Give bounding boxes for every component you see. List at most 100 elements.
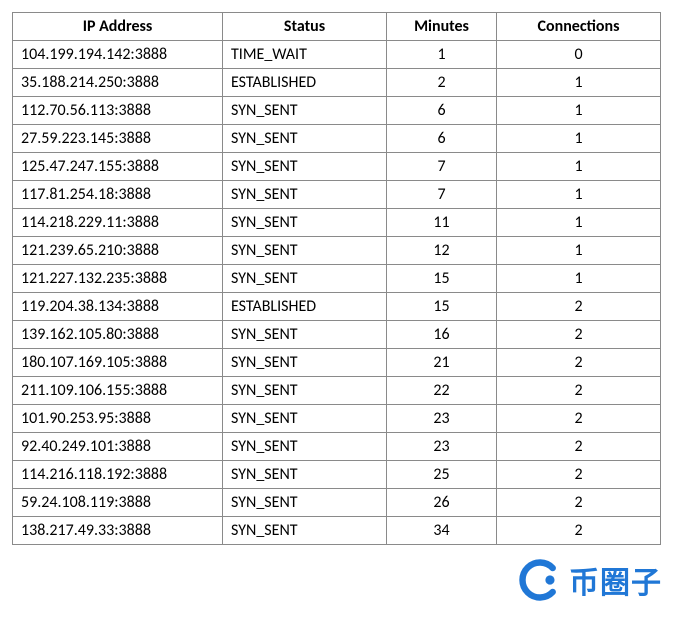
cell-status: SYN_SENT [223, 349, 387, 377]
cell-minutes: 23 [387, 433, 497, 461]
cell-status: SYN_SENT [223, 377, 387, 405]
cell-ip: 101.90.253.95:3888 [13, 405, 223, 433]
col-header-minutes: Minutes [387, 13, 497, 41]
cell-ip: 114.218.229.11:3888 [13, 209, 223, 237]
cell-connections: 2 [497, 405, 661, 433]
coin-c-icon [515, 557, 561, 603]
cell-minutes: 23 [387, 405, 497, 433]
cell-connections: 1 [497, 181, 661, 209]
table-row: 139.162.105.80:3888SYN_SENT162 [13, 321, 661, 349]
cell-minutes: 1 [387, 41, 497, 69]
table-row: 59.24.108.119:3888SYN_SENT262 [13, 489, 661, 517]
table-row: 35.188.214.250:3888ESTABLISHED21 [13, 69, 661, 97]
cell-ip: 121.239.65.210:3888 [13, 237, 223, 265]
table-header-row: IP Address Status Minutes Connections [13, 13, 661, 41]
cell-status: SYN_SENT [223, 433, 387, 461]
col-header-connections: Connections [497, 13, 661, 41]
table-body: 104.199.194.142:3888TIME_WAIT1035.188.21… [13, 41, 661, 545]
cell-connections: 1 [497, 237, 661, 265]
table-row: 112.70.56.113:3888SYN_SENT61 [13, 97, 661, 125]
table-row: 117.81.254.18:3888SYN_SENT71 [13, 181, 661, 209]
cell-status: SYN_SENT [223, 97, 387, 125]
table-row: 104.199.194.142:3888TIME_WAIT10 [13, 41, 661, 69]
col-header-ip: IP Address [13, 13, 223, 41]
table-row: 119.204.38.134:3888ESTABLISHED152 [13, 293, 661, 321]
table-row: 121.227.132.235:3888SYN_SENT151 [13, 265, 661, 293]
table-row: 27.59.223.145:3888SYN_SENT61 [13, 125, 661, 153]
cell-status: TIME_WAIT [223, 41, 387, 69]
cell-connections: 1 [497, 125, 661, 153]
cell-connections: 2 [497, 293, 661, 321]
cell-connections: 2 [497, 377, 661, 405]
cell-connections: 1 [497, 209, 661, 237]
cell-minutes: 34 [387, 517, 497, 545]
cell-minutes: 7 [387, 181, 497, 209]
table-row: 114.216.118.192:3888SYN_SENT252 [13, 461, 661, 489]
cell-connections: 0 [497, 41, 661, 69]
cell-minutes: 21 [387, 349, 497, 377]
cell-status: SYN_SENT [223, 237, 387, 265]
cell-ip: 27.59.223.145:3888 [13, 125, 223, 153]
cell-status: SYN_SENT [223, 461, 387, 489]
cell-connections: 1 [497, 69, 661, 97]
cell-ip: 59.24.108.119:3888 [13, 489, 223, 517]
cell-minutes: 15 [387, 293, 497, 321]
cell-status: SYN_SENT [223, 517, 387, 545]
cell-status: SYN_SENT [223, 125, 387, 153]
cell-status: ESTABLISHED [223, 69, 387, 97]
cell-minutes: 2 [387, 69, 497, 97]
cell-ip: 35.188.214.250:3888 [13, 69, 223, 97]
cell-status: SYN_SENT [223, 209, 387, 237]
cell-ip: 104.199.194.142:3888 [13, 41, 223, 69]
cell-connections: 2 [497, 349, 661, 377]
table-header: IP Address Status Minutes Connections [13, 13, 661, 41]
cell-ip: 112.70.56.113:3888 [13, 97, 223, 125]
cell-minutes: 11 [387, 209, 497, 237]
cell-ip: 138.217.49.33:3888 [13, 517, 223, 545]
cell-ip: 117.81.254.18:3888 [13, 181, 223, 209]
cell-status: ESTABLISHED [223, 293, 387, 321]
cell-ip: 121.227.132.235:3888 [13, 265, 223, 293]
cell-status: SYN_SENT [223, 405, 387, 433]
cell-ip: 119.204.38.134:3888 [13, 293, 223, 321]
cell-minutes: 22 [387, 377, 497, 405]
connections-table-container: IP Address Status Minutes Connections 10… [0, 0, 676, 557]
cell-status: SYN_SENT [223, 321, 387, 349]
connections-table: IP Address Status Minutes Connections 10… [12, 12, 661, 545]
table-row: 138.217.49.33:3888SYN_SENT342 [13, 517, 661, 545]
cell-connections: 2 [497, 433, 661, 461]
cell-minutes: 6 [387, 125, 497, 153]
cell-connections: 2 [497, 517, 661, 545]
cell-connections: 1 [497, 153, 661, 181]
cell-ip: 180.107.169.105:3888 [13, 349, 223, 377]
table-row: 101.90.253.95:3888SYN_SENT232 [13, 405, 661, 433]
cell-minutes: 12 [387, 237, 497, 265]
table-row: 211.109.106.155:3888SYN_SENT222 [13, 377, 661, 405]
col-header-status: Status [223, 13, 387, 41]
cell-status: SYN_SENT [223, 489, 387, 517]
cell-connections: 1 [497, 265, 661, 293]
cell-ip: 92.40.249.101:3888 [13, 433, 223, 461]
cell-minutes: 7 [387, 153, 497, 181]
table-row: 121.239.65.210:3888SYN_SENT121 [13, 237, 661, 265]
cell-status: SYN_SENT [223, 181, 387, 209]
cell-minutes: 25 [387, 461, 497, 489]
cell-ip: 125.47.247.155:3888 [13, 153, 223, 181]
cell-status: SYN_SENT [223, 153, 387, 181]
cell-connections: 2 [497, 489, 661, 517]
cell-status: SYN_SENT [223, 265, 387, 293]
watermark-text: 币圈子 [569, 558, 662, 602]
cell-minutes: 16 [387, 321, 497, 349]
cell-minutes: 15 [387, 265, 497, 293]
watermark-logo: 币圈子 [515, 557, 662, 603]
cell-ip: 114.216.118.192:3888 [13, 461, 223, 489]
cell-connections: 2 [497, 321, 661, 349]
cell-minutes: 6 [387, 97, 497, 125]
cell-ip: 139.162.105.80:3888 [13, 321, 223, 349]
cell-connections: 1 [497, 97, 661, 125]
table-row: 92.40.249.101:3888SYN_SENT232 [13, 433, 661, 461]
cell-connections: 2 [497, 461, 661, 489]
table-row: 180.107.169.105:3888SYN_SENT212 [13, 349, 661, 377]
table-row: 125.47.247.155:3888SYN_SENT71 [13, 153, 661, 181]
table-row: 114.218.229.11:3888SYN_SENT111 [13, 209, 661, 237]
